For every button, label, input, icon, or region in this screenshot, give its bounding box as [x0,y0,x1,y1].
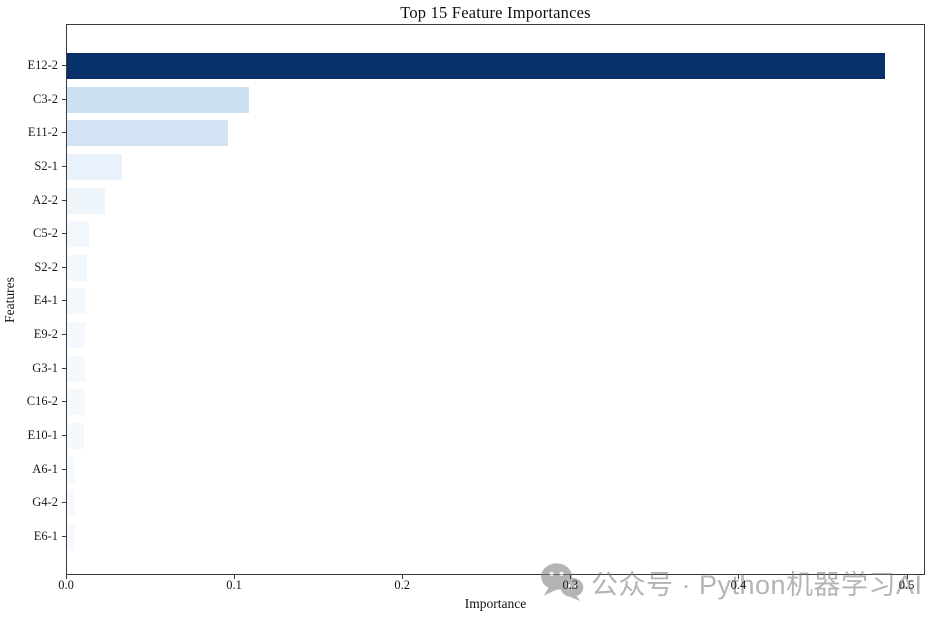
xtick-label-0.4: 0.4 [730,578,747,592]
bar-c3-2 [67,86,250,113]
ytick-mark [62,199,66,201]
xtick-mark [738,575,740,579]
ytick-mark [62,468,66,470]
ytick-label-e12-2: E12-2 [27,58,58,72]
ytick-label-e6-1: E6-1 [33,528,58,543]
ytick-mark [62,65,66,66]
xtick-mark [66,575,67,579]
bar-e11-2 [67,120,229,147]
bar-a2-2 [67,187,106,214]
ytick-mark [62,367,66,369]
ytick-label-a6-1: A6-1 [32,461,58,476]
ytick-label-s2-1: S2-1 [34,158,58,173]
bar-c5-2 [67,221,89,248]
ytick-label-c5-2: C5-2 [33,226,58,241]
bar-g4-2 [67,490,75,517]
ytick-label-c3-2: C3-2 [33,91,58,106]
bar-a6-1 [67,456,75,483]
ytick-label-g4-2: G4-2 [32,495,58,510]
bar-c16-2 [67,389,85,416]
bar-e9-2 [67,322,85,349]
bars-layer [67,25,924,574]
xtick-label-0.5: 0.5 [898,578,915,592]
ytick-mark [62,165,66,167]
ytick-mark [62,535,66,537]
bar-e10-1 [67,423,85,450]
bar-g3-1 [67,355,85,382]
x-axis-label: Importance [464,596,527,611]
xtick-label-0.2: 0.2 [394,578,411,592]
ytick-mark [62,266,66,268]
ytick-label-c16-2: C16-2 [26,394,58,409]
ytick-mark [62,233,66,235]
ytick-label-e4-1: E4-1 [33,293,58,308]
bar-s2-1 [67,153,122,180]
xtick-label-0.1: 0.1 [226,578,242,592]
ytick-label-g3-1: G3-1 [32,360,58,375]
ytick-label-e9-2: E9-2 [33,327,58,342]
ytick-mark [62,502,66,504]
xtick-label-0.0: 0.0 [58,578,74,592]
bar-e6-1 [67,523,75,550]
bar-s2-2 [67,254,87,281]
bar-e4-1 [67,288,86,315]
chart-title: Top 15 Feature Importances [400,3,591,22]
ytick-label-s2-2: S2-2 [34,259,58,274]
bar-e12-2 [67,53,885,79]
xtick-mark [402,575,404,579]
ytick-mark [62,132,66,134]
plot-area [66,24,925,575]
ytick-label-e10-1: E10-1 [27,428,58,443]
ytick-mark [62,401,66,403]
ytick-label-e11-2: E11-2 [27,125,58,140]
xtick-label-0.3: 0.3 [562,578,579,592]
ytick-mark [62,435,66,437]
ytick-label-a2-2: A2-2 [32,192,58,207]
ytick-mark [62,300,66,302]
xtick-mark [906,575,908,579]
ytick-mark [62,98,66,100]
ytick-mark [62,334,66,336]
xtick-mark [234,575,236,579]
